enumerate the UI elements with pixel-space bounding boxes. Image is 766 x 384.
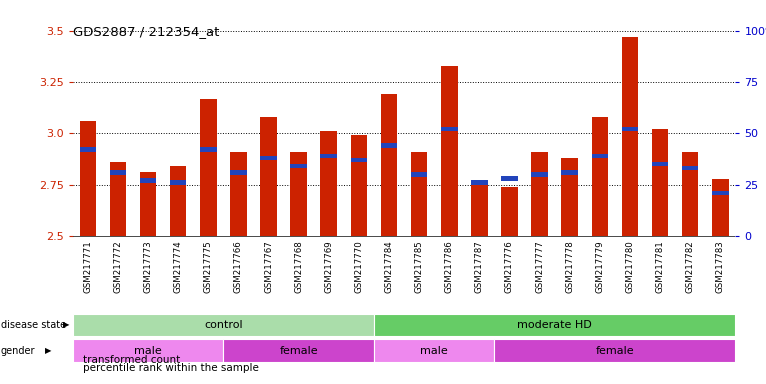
Text: GSM217768: GSM217768 xyxy=(294,240,303,293)
Bar xyxy=(532,172,548,177)
Bar xyxy=(501,176,518,181)
Text: GSM217787: GSM217787 xyxy=(475,240,484,293)
Bar xyxy=(351,136,367,236)
Text: gender: gender xyxy=(1,346,35,356)
Bar xyxy=(441,127,457,131)
Bar xyxy=(622,127,638,131)
Bar xyxy=(230,152,247,236)
Text: female: female xyxy=(280,346,318,356)
Bar xyxy=(374,339,494,362)
Bar xyxy=(110,170,126,174)
Bar xyxy=(290,164,307,168)
Text: moderate HD: moderate HD xyxy=(517,320,592,330)
Bar xyxy=(374,314,735,336)
Text: GSM217784: GSM217784 xyxy=(385,240,394,293)
Bar xyxy=(200,147,217,152)
Bar xyxy=(411,152,427,236)
Bar xyxy=(260,117,277,236)
Bar xyxy=(230,170,247,174)
Bar xyxy=(110,162,126,236)
Bar xyxy=(381,143,398,148)
Bar xyxy=(471,181,488,236)
Bar xyxy=(652,129,669,236)
Text: control: control xyxy=(204,320,243,330)
Text: percentile rank within the sample: percentile rank within the sample xyxy=(83,363,260,373)
Bar xyxy=(170,180,186,185)
Bar xyxy=(290,152,307,236)
Bar xyxy=(712,179,728,236)
Text: GSM217773: GSM217773 xyxy=(143,240,152,293)
Text: GSM217772: GSM217772 xyxy=(113,240,123,293)
Bar xyxy=(622,37,638,236)
Text: GSM217774: GSM217774 xyxy=(174,240,182,293)
Bar xyxy=(80,121,96,236)
Text: GSM217781: GSM217781 xyxy=(656,240,665,293)
Bar xyxy=(682,152,699,236)
Bar xyxy=(73,339,224,362)
Text: GSM217769: GSM217769 xyxy=(324,240,333,293)
Text: female: female xyxy=(596,346,634,356)
Bar xyxy=(471,180,488,185)
Text: GSM217776: GSM217776 xyxy=(505,240,514,293)
Bar xyxy=(561,158,578,236)
Bar xyxy=(80,147,96,152)
Text: GSM217783: GSM217783 xyxy=(715,240,725,293)
Text: disease state: disease state xyxy=(1,320,66,330)
Text: GSM217775: GSM217775 xyxy=(204,240,213,293)
Text: transformed count: transformed count xyxy=(83,355,181,365)
Bar xyxy=(591,117,608,236)
Bar xyxy=(200,99,217,236)
Bar xyxy=(381,94,398,236)
Text: GSM217785: GSM217785 xyxy=(414,240,424,293)
Bar xyxy=(224,339,374,362)
Bar xyxy=(320,154,337,158)
Text: GSM217778: GSM217778 xyxy=(565,240,574,293)
Bar xyxy=(441,66,457,236)
Text: GSM217766: GSM217766 xyxy=(234,240,243,293)
Bar xyxy=(532,152,548,236)
Bar xyxy=(712,190,728,195)
Text: male: male xyxy=(421,346,448,356)
Text: GSM217786: GSM217786 xyxy=(445,240,453,293)
Text: ▶: ▶ xyxy=(63,320,69,329)
Text: GSM217771: GSM217771 xyxy=(83,240,93,293)
Text: GSM217782: GSM217782 xyxy=(686,240,695,293)
Bar xyxy=(591,154,608,158)
Bar xyxy=(170,166,186,236)
Bar xyxy=(73,314,374,336)
Bar xyxy=(652,162,669,166)
Bar xyxy=(320,131,337,236)
Text: ▶: ▶ xyxy=(45,346,51,355)
Text: GSM217770: GSM217770 xyxy=(355,240,363,293)
Bar xyxy=(260,156,277,160)
Bar xyxy=(682,166,699,170)
Text: GSM217779: GSM217779 xyxy=(595,240,604,293)
Bar xyxy=(351,158,367,162)
Bar xyxy=(411,172,427,177)
Bar xyxy=(139,178,156,183)
Bar xyxy=(139,172,156,236)
Bar xyxy=(501,187,518,236)
Text: GSM217777: GSM217777 xyxy=(535,240,544,293)
Bar xyxy=(494,339,735,362)
Bar xyxy=(561,170,578,174)
Text: male: male xyxy=(134,346,162,356)
Text: GSM217767: GSM217767 xyxy=(264,240,273,293)
Text: GDS2887 / 212354_at: GDS2887 / 212354_at xyxy=(73,25,219,38)
Text: GSM217780: GSM217780 xyxy=(626,240,634,293)
